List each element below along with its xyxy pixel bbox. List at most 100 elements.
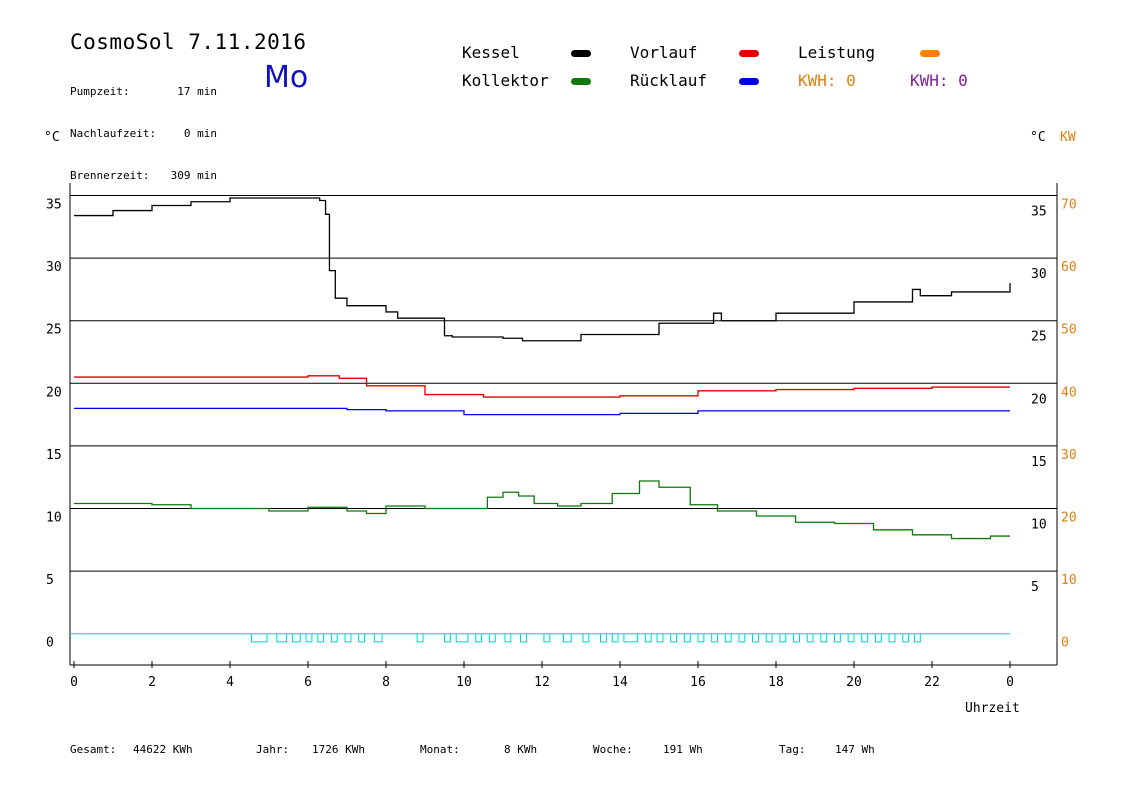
- y-tick-right-c-35: 35: [1031, 205, 1047, 220]
- pump-pulse-29: [738, 633, 746, 643]
- legend-kessel-swatch: [571, 50, 591, 57]
- y-tick-right-kw-70: 70: [1061, 198, 1077, 213]
- pump-pulse-33: [793, 633, 800, 643]
- legend-vorlauf-label: Vorlauf: [630, 43, 698, 62]
- pump-pulse-8: [373, 633, 383, 643]
- stat-brenner-label: Brennerzeit:: [70, 169, 150, 182]
- legend-leistung-swatch: [920, 50, 940, 57]
- legend-ruecklauf-label: Rücklauf: [630, 71, 708, 90]
- series-line-kessel: [74, 197, 1011, 342]
- pump-pulse-19: [600, 633, 607, 643]
- pump-pulse-0: [250, 633, 268, 643]
- pump-pulse-40: [888, 633, 896, 643]
- stat-nachlauf-value: 0 min: [183, 127, 217, 140]
- pump-pulse-18: [582, 633, 590, 643]
- y-tick-right-kw-20: 20: [1061, 511, 1077, 526]
- pump-pulse-17: [562, 633, 572, 643]
- series-line-rcklauf: [74, 407, 1010, 416]
- y-tick-left-35: 35: [46, 198, 62, 213]
- legend-leistung-label: Leistung: [798, 43, 876, 62]
- footer-tag-value: 147 Wh: [835, 743, 875, 756]
- pump-pulse-12: [475, 633, 483, 643]
- y-tick-right-kw-40: 40: [1061, 385, 1077, 400]
- y-tick-left-15: 15: [46, 448, 62, 463]
- pump-pulse-26: [697, 633, 705, 643]
- pump-pulse-5: [330, 633, 338, 643]
- right-axis-unit-c: °C: [1030, 130, 1046, 145]
- pump-pulse-27: [711, 633, 718, 643]
- legend-kessel-label: Kessel: [462, 43, 520, 62]
- x-tick-label-8: 8: [382, 675, 390, 690]
- y-tick-right-c-25: 25: [1031, 330, 1047, 345]
- y-tick-right-c-5: 5: [1031, 580, 1039, 595]
- pump-pulse-37: [847, 633, 855, 643]
- left-axis-unit: °C: [44, 130, 60, 145]
- pump-pulse-13: [488, 633, 496, 643]
- stat-pump-label: Pumpzeit:: [70, 85, 130, 98]
- pump-pulse-7: [358, 633, 366, 643]
- pump-pulse-25: [683, 633, 691, 643]
- legend-kollektor-swatch: [571, 78, 591, 85]
- pump-pulse-34: [806, 633, 814, 643]
- stat-brenner-value: 309 min: [170, 169, 217, 182]
- y-tick-right-c-30: 30: [1031, 267, 1047, 282]
- stats-values: 17 min 0 min 309 min: [160, 57, 217, 197]
- x-tick-label-24: 0: [1006, 675, 1014, 690]
- x-tick-label-2: 2: [148, 675, 156, 690]
- x-axis-label: Uhrzeit: [965, 701, 1020, 716]
- footer-woche-value: 191 Wh: [663, 743, 703, 756]
- pump-pulse-42: [913, 633, 921, 643]
- pump-pulse-11: [455, 633, 469, 643]
- x-tick-label-16: 16: [690, 675, 706, 690]
- y-tick-left-0: 0: [46, 636, 54, 651]
- pump-pulse-1: [276, 633, 288, 643]
- legend-ruecklauf-swatch: [739, 78, 759, 85]
- pump-pulse-3: [305, 633, 313, 643]
- x-tick-label-14: 14: [612, 675, 628, 690]
- y-tick-right-kw-0: 0: [1061, 636, 1069, 651]
- footer-gesamt-value: 44622 KWh: [133, 743, 193, 756]
- pump-pulse-39: [874, 633, 882, 643]
- pump-pulse-2: [291, 633, 301, 643]
- pump-pulse-23: [656, 633, 664, 643]
- y-tick-right-kw-50: 50: [1061, 323, 1077, 338]
- pump-pulse-38: [861, 633, 869, 643]
- pump-pulse-22: [644, 633, 652, 643]
- y-tick-right-c-15: 15: [1031, 455, 1047, 470]
- right-axis-unit-kw: KW: [1060, 130, 1076, 145]
- footer-woche-label: Woche:: [593, 743, 633, 756]
- footer-monat-value: 8 KWh: [504, 743, 538, 756]
- series-line-kollektor: [74, 480, 1010, 540]
- x-tick-label-10: 10: [456, 675, 472, 690]
- pump-pulse-10: [444, 633, 451, 643]
- y-tick-left-30: 30: [46, 260, 62, 275]
- y-tick-right-c-10: 10: [1031, 518, 1047, 533]
- page-title: CosmoSol 7.11.2016: [70, 30, 307, 54]
- footer-gesamt-label: Gesamt:: [70, 743, 117, 756]
- footer-jahr-label: Jahr:: [256, 743, 290, 756]
- pump-pulse-24: [670, 633, 678, 643]
- y-tick-left-25: 25: [46, 323, 62, 338]
- stat-nachlauf-label: Nachlaufzeit:: [70, 127, 157, 140]
- x-tick-label-20: 20: [846, 675, 862, 690]
- footer-jahr-value: 1726 KWh: [312, 743, 365, 756]
- legend-vorlauf-swatch: [739, 50, 759, 57]
- pump-pulse-9: [416, 633, 424, 643]
- pump-pulse-14: [504, 633, 512, 643]
- pump-pulse-16: [543, 633, 551, 643]
- y-tick-right-kw-60: 60: [1061, 260, 1077, 275]
- stats-labels: Pumpzeit: Nachlaufzeit: Brennerzeit:: [70, 57, 156, 197]
- y-tick-left-5: 5: [46, 573, 54, 588]
- y-tick-left-10: 10: [46, 511, 62, 526]
- legend-kwh-purple: KWH: 0: [910, 71, 968, 90]
- x-tick-label-6: 6: [304, 675, 312, 690]
- pump-pulse-30: [752, 633, 759, 643]
- stat-pump-value: 17 min: [177, 85, 217, 98]
- pump-pulse-28: [724, 633, 732, 643]
- pump-pulse-35: [820, 633, 828, 643]
- pump-pulse-41: [902, 633, 910, 643]
- pump-pulse-6: [344, 633, 352, 643]
- x-tick-label-22: 22: [924, 675, 940, 690]
- pump-pulse-4: [317, 633, 325, 643]
